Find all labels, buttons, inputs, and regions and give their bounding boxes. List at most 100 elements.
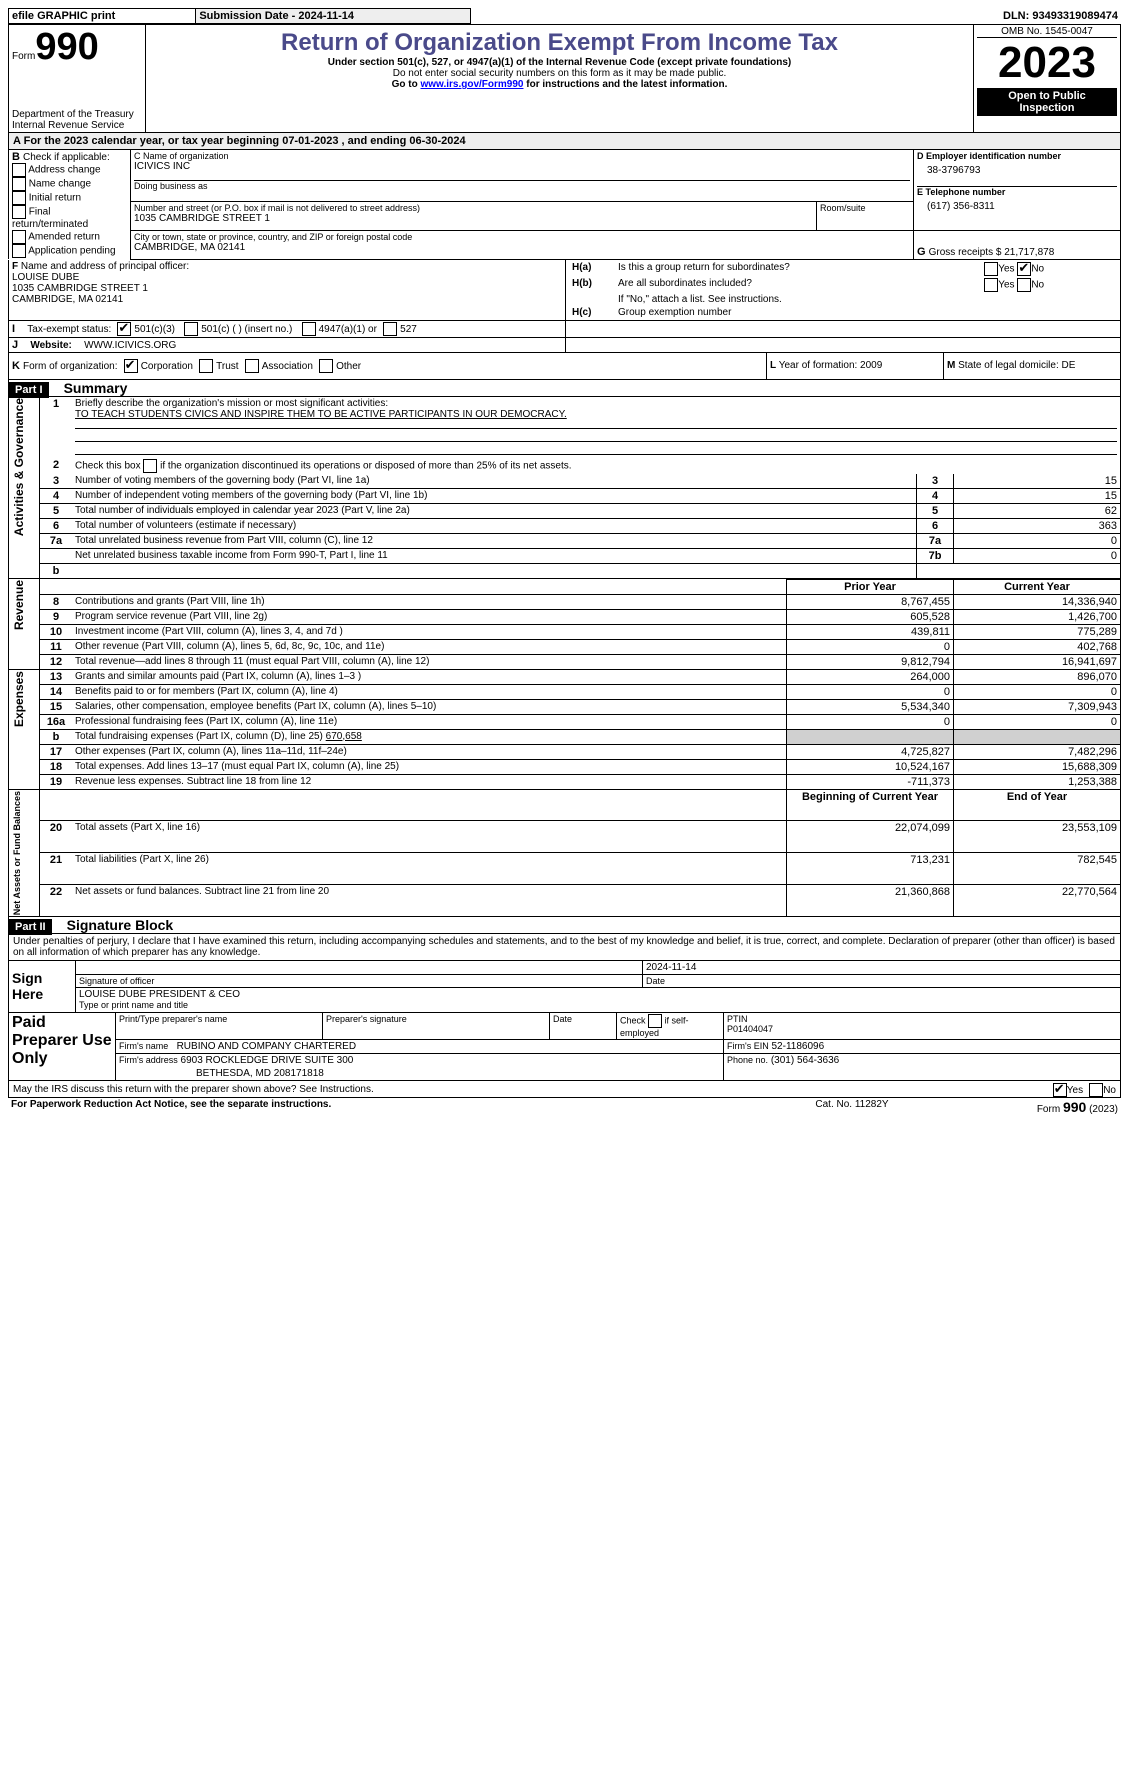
side-expenses: Expenses xyxy=(12,671,26,727)
l12: Total revenue—add lines 8 through 11 (mu… xyxy=(72,654,787,669)
discuss-text: May the IRS discuss this return with the… xyxy=(13,1084,374,1095)
l3-label: Number of voting members of the governin… xyxy=(72,474,917,489)
ptin: P01404047 xyxy=(727,1024,773,1034)
pra-notice: For Paperwork Reduction Act Notice, see … xyxy=(8,1098,749,1116)
p12: 9,812,794 xyxy=(787,654,954,669)
l15: Salaries, other compensation, employee b… xyxy=(72,699,787,714)
summary-table: Activities & Governance 1 Briefly descri… xyxy=(8,397,1121,579)
chk-discuss-no[interactable] xyxy=(1089,1083,1103,1097)
chk-trust[interactable] xyxy=(199,359,213,373)
side-netassets: Net Assets or Fund Balances xyxy=(12,791,22,915)
v5: 62 xyxy=(954,503,1121,518)
chk-group-return-yes[interactable] xyxy=(984,262,998,276)
chk-subs-yes[interactable] xyxy=(984,278,998,292)
hdr-prior: Prior Year xyxy=(787,579,954,594)
chk-application-pending[interactable] xyxy=(12,244,26,258)
form-word: Form xyxy=(12,51,35,62)
l10: Investment income (Part VIII, column (A)… xyxy=(72,624,787,639)
top-bar: efile GRAPHIC print Submission Date - 20… xyxy=(8,8,1121,24)
f-text: Name and address of principal officer: xyxy=(18,261,189,272)
firm-addr2: BETHESDA, MD 208171818 xyxy=(116,1067,724,1081)
sig-label: Signature of officer xyxy=(76,974,643,987)
chk-subs-no[interactable] xyxy=(1017,278,1031,292)
chk-name-change[interactable] xyxy=(12,177,26,191)
telephone: (617) 356-8311 xyxy=(917,197,1117,212)
b-item: Initial return xyxy=(29,193,81,204)
sign-here-label: Sign Here xyxy=(9,961,76,1013)
officer-group: F Name and address of principal officer:… xyxy=(8,260,1121,321)
tax-exempt-row: I Tax-exempt status: 501(c)(3) 501(c) ( … xyxy=(8,321,1121,338)
preparer-label: Paid Preparer Use Only xyxy=(9,1013,116,1081)
l16b-prefix: Total fundraising expenses (Part IX, col… xyxy=(75,731,326,742)
chk-address-change[interactable] xyxy=(12,163,26,177)
opt-4947: 4947(a)(1) or xyxy=(319,323,377,334)
chk-group-return-no[interactable] xyxy=(1017,262,1031,276)
l18: Total expenses. Add lines 13–17 (must eq… xyxy=(72,759,787,774)
l6-label: Total number of volunteers (estimate if … xyxy=(72,518,917,533)
l19: Revenue less expenses. Subtract line 18 … xyxy=(72,774,787,789)
entity-info: B Check if applicable: Address change Na… xyxy=(8,150,1121,260)
chk-final-return[interactable] xyxy=(12,205,26,219)
open-public: Open to Public Inspection xyxy=(977,88,1117,116)
chk-discuss-yes[interactable] xyxy=(1053,1083,1067,1097)
chk-corp[interactable] xyxy=(124,359,138,373)
part2-title: Signature Block xyxy=(55,917,174,933)
part1-label: Part I xyxy=(9,382,49,398)
part1-header: Part I Summary xyxy=(8,380,1121,397)
l1-label: Briefly describe the organization's miss… xyxy=(75,398,388,409)
goto-link[interactable]: www.irs.gov/Form990 xyxy=(420,79,523,90)
date-label: Date xyxy=(643,974,1121,987)
cat-no: Cat. No. 11282Y xyxy=(749,1098,955,1116)
chk-assoc[interactable] xyxy=(245,359,259,373)
v7a: 0 xyxy=(954,533,1121,548)
b20: 22,074,099 xyxy=(787,821,954,853)
c13: 896,070 xyxy=(954,669,1121,684)
form-title: Return of Organization Exempt From Incom… xyxy=(149,29,970,57)
org-name: ICIVICS INC xyxy=(134,161,910,172)
chk-self-employed[interactable] xyxy=(648,1014,662,1028)
ptin-label: PTIN xyxy=(727,1014,748,1024)
legal-domicile: State of legal domicile: DE xyxy=(958,360,1075,371)
hdr-beg: Beginning of Current Year xyxy=(787,789,954,821)
footer-form-word: Form xyxy=(1037,1104,1060,1115)
footer: For Paperwork Reduction Act Notice, see … xyxy=(8,1098,1121,1116)
chk-4947[interactable] xyxy=(302,322,316,336)
p13: 264,000 xyxy=(787,669,954,684)
c10: 775,289 xyxy=(954,624,1121,639)
chk-other[interactable] xyxy=(319,359,333,373)
officer-sign-name: LOUISE DUBE PRESIDENT & CEO xyxy=(79,989,240,1000)
dln: DLN: 93493319089474 xyxy=(915,9,1121,24)
chk-discontinued[interactable] xyxy=(143,459,157,473)
name-title-label: Type or print name and title xyxy=(79,1000,188,1010)
no-label: No xyxy=(1031,279,1044,290)
efile-btn[interactable]: efile GRAPHIC print xyxy=(9,9,196,24)
l-label: L xyxy=(770,360,776,371)
p8: 8,767,455 xyxy=(787,594,954,609)
form-subtitle: Under section 501(c), 527, or 4947(a)(1)… xyxy=(149,57,970,68)
ssn-note: Do not enter social security numbers on … xyxy=(149,68,970,79)
p19: -711,373 xyxy=(787,774,954,789)
chk-527[interactable] xyxy=(383,322,397,336)
hc-label: H(c) xyxy=(569,306,615,319)
l9: Program service revenue (Part VIII, line… xyxy=(72,609,787,624)
hdr-end: End of Year xyxy=(954,789,1121,821)
perjury-text: Under penalties of perjury, I declare th… xyxy=(8,934,1121,961)
e-label: E Telephone number xyxy=(917,186,1117,197)
yes-label: Yes xyxy=(998,279,1014,290)
chk-amended-return[interactable] xyxy=(12,230,26,244)
l11: Other revenue (Part VIII, column (A), li… xyxy=(72,639,787,654)
firm-addr1: 6903 ROCKLEDGE DRIVE SUITE 300 xyxy=(181,1055,354,1066)
chk-501c[interactable] xyxy=(184,322,198,336)
c16a: 0 xyxy=(954,714,1121,729)
b22: 21,360,868 xyxy=(787,884,954,916)
chk-initial-return[interactable] xyxy=(12,191,26,205)
k-label: K xyxy=(12,359,20,371)
omb-number: OMB No. 1545-0047 xyxy=(977,26,1117,38)
preparer-block: Paid Preparer Use Only Print/Type prepar… xyxy=(8,1013,1121,1081)
hdr-curr: Current Year xyxy=(954,579,1121,594)
v6: 363 xyxy=(954,518,1121,533)
firm-name: RUBINO AND COMPANY CHARTERED xyxy=(177,1041,356,1052)
ein: 38-3796793 xyxy=(917,161,1117,186)
chk-501c3[interactable] xyxy=(117,322,131,336)
p16a: 0 xyxy=(787,714,954,729)
